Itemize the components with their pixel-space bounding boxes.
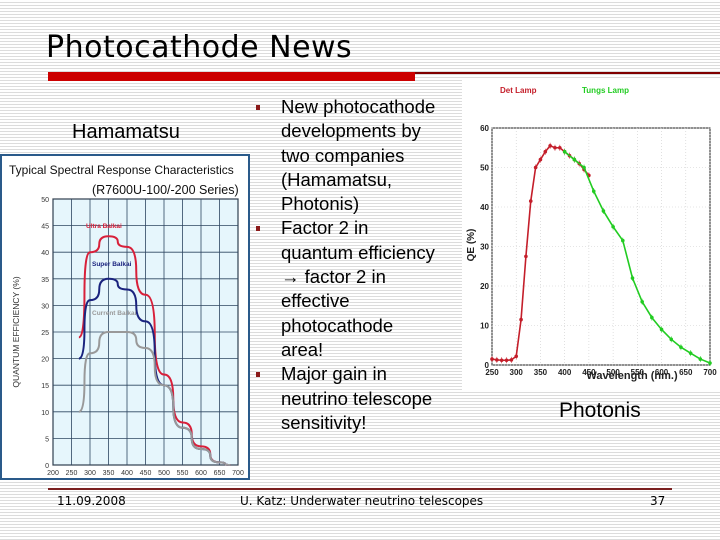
bullet-item: New photocathode developments by two compa… [256, 95, 456, 216]
bullet-text-line: Factor 2 in [281, 217, 369, 239]
svg-text:60: 60 [480, 124, 489, 133]
hamamatsu-label: Hamamatsu [72, 121, 180, 143]
svg-text:700: 700 [703, 368, 717, 377]
photonis-y-label: QE (%) [466, 229, 477, 262]
bullet-text-line: sensitivity! [281, 411, 367, 433]
hamamatsu-qe-chart: Typical Spectral Response Characteristic… [0, 154, 250, 499]
photonis-qe-chart: Det Lamp Tungs Lamp 250 300 350 400 450 500 550 6… [462, 80, 720, 390]
bullet-text-line: New photocathode [281, 96, 436, 117]
bullet-square-icon [256, 105, 260, 110]
svg-text:450: 450 [582, 368, 596, 377]
footer-rule [48, 488, 672, 490]
bullet-text-line: (Hamamatsu, [281, 168, 393, 190]
svg-text:40: 40 [41, 250, 49, 257]
bullet-text-line: → factor 2 in [281, 266, 386, 288]
svg-text:700: 700 [232, 470, 244, 477]
photonis-label: Photonis [559, 399, 641, 422]
svg-text:300: 300 [84, 470, 96, 477]
hamamatsu-chart-subtitle: (R7600U-100/-200 Series) [92, 183, 239, 197]
bullet-item: Major gain in neutrino telescope sensitivi… [256, 362, 456, 435]
svg-text:15: 15 [41, 383, 49, 390]
bullet-text-line: neutrino telescope [281, 387, 433, 409]
svg-text:500: 500 [606, 368, 620, 377]
bullet-square-icon [256, 372, 260, 378]
bullet-text-line: Photonis) [281, 193, 360, 215]
svg-text:30: 30 [480, 243, 489, 252]
svg-text:650: 650 [214, 470, 226, 477]
bullet-text-line: effective [281, 290, 350, 312]
svg-text:600: 600 [655, 368, 669, 377]
svg-text:400: 400 [121, 470, 133, 477]
bullet-text-line: developments by [281, 120, 421, 142]
svg-text:25: 25 [41, 330, 49, 337]
svg-text:350: 350 [103, 470, 115, 477]
bullet-text-line: quantum efficiency [281, 241, 435, 263]
svg-text:50: 50 [480, 164, 489, 173]
bullet-list: New photocathode developments by two compa… [256, 95, 456, 435]
svg-text:450: 450 [140, 470, 152, 477]
svg-text:400: 400 [558, 368, 572, 377]
svg-text:30: 30 [41, 303, 49, 310]
legend-det-lamp: Det Lamp [500, 86, 537, 95]
hamamatsu-chart-svg: Typical Spectral Response Characteristic… [9, 163, 244, 499]
hamamatsu-chart-title: Typical Spectral Response Characteristic… [9, 163, 234, 177]
hamamatsu-y-label: QUANTUM EFFICIENCY (%) [11, 276, 21, 387]
svg-text:50: 50 [41, 197, 49, 204]
svg-text:5: 5 [45, 436, 49, 443]
svg-text:10: 10 [41, 410, 49, 417]
title-underline-bar [48, 72, 415, 81]
svg-text:0: 0 [45, 463, 49, 470]
svg-text:40: 40 [480, 203, 489, 212]
page-number: 37 [650, 494, 666, 508]
svg-text:500: 500 [158, 470, 170, 477]
bullet-item: Factor 2 in quantum efficiency → factor 2 … [256, 216, 456, 362]
footer-title: U. Katz: Underwater neutrino telescopes [240, 494, 484, 508]
svg-text:20: 20 [41, 357, 49, 364]
footer-date: 11.09.2008 [57, 494, 126, 508]
photonis-series-line [564, 151, 711, 364]
photonis-x-label: Wavelength (nm.) [586, 370, 678, 382]
hamamatsu-series-line [78, 331, 231, 466]
bullet-square-icon [256, 226, 260, 232]
title-underline-rule [415, 72, 720, 74]
hamamatsu-series-label: Current Balkai [92, 310, 137, 317]
svg-text:550: 550 [177, 470, 189, 477]
svg-text:45: 45 [41, 224, 49, 231]
svg-text:250: 250 [485, 368, 499, 377]
svg-text:300: 300 [510, 368, 524, 377]
svg-text:10: 10 [480, 322, 489, 331]
svg-text:35: 35 [41, 277, 49, 284]
svg-text:20: 20 [480, 282, 489, 291]
svg-text:250: 250 [66, 470, 78, 477]
bullet-text-line: photocathode [281, 314, 394, 336]
hamamatsu-series-label: Super Balkai [92, 261, 132, 268]
svg-text:550: 550 [631, 368, 645, 377]
svg-text:650: 650 [679, 368, 693, 377]
svg-text:0: 0 [485, 361, 490, 370]
legend-tungs-lamp: Tungs Lamp [582, 86, 629, 95]
bullet-text-line: area! [281, 338, 324, 360]
svg-text:350: 350 [534, 368, 548, 377]
svg-text:600: 600 [195, 470, 207, 477]
slide-title: Photocathode News [46, 30, 353, 65]
bullet-text-line: two companies [281, 144, 405, 166]
bullet-text-line: Major gain in [281, 363, 387, 385]
svg-text:200: 200 [47, 470, 59, 477]
hamamatsu-series-label: Ultra Balkai [86, 223, 122, 230]
